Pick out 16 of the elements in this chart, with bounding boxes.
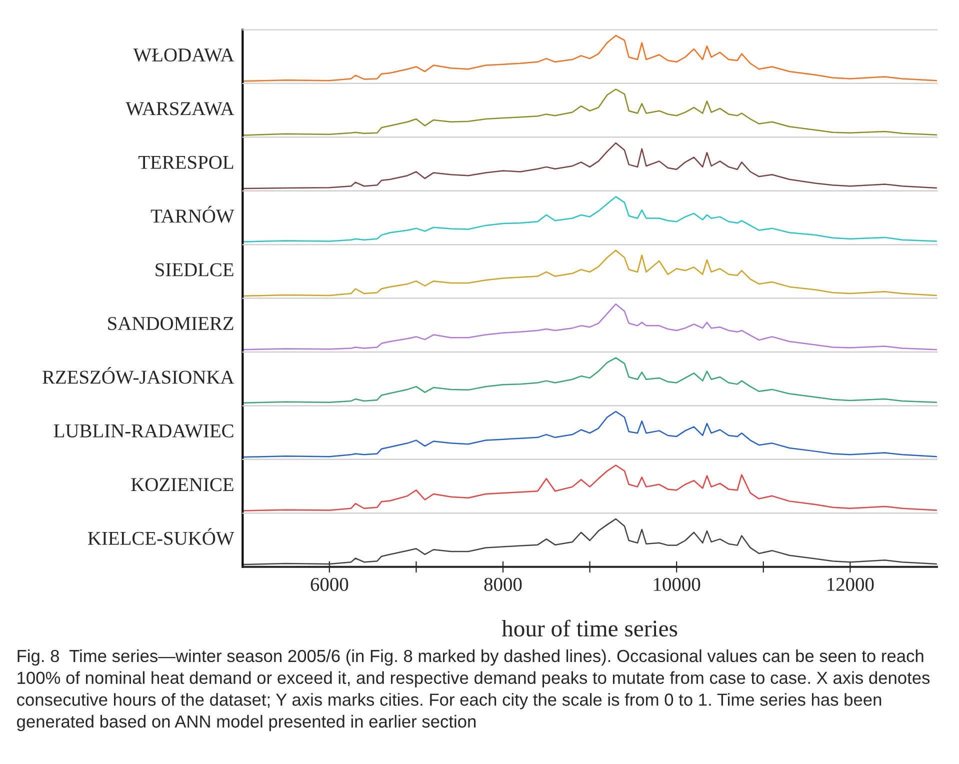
caption: Fig. 8 Time series—winter season 2005/6 (in Fig. 8 marked by dashed lines). Occasional values can be seen to reach 100% of nominal heat demand or exceed it, and respective demand peaks to mutate from case to case. X axis denotes consecutive hours of the dataset; Y axis marks cities. For each city the scale is from 0 to 1. Time series has been generated based on ANN model presented in earlier section <box>17 649 930 732</box>
x-tick-label: 10000 <box>654 578 700 591</box>
x-tick-label: 12000 <box>828 578 874 591</box>
y-axis-title: KIELCE-SUKÓW <box>88 528 234 546</box>
y-axis-title: WŁODAWA <box>133 48 234 62</box>
y-axis-title: SIEDLCE <box>156 263 234 276</box>
x-axis-title: hour of time series <box>502 620 678 637</box>
y-axis-title: RZESZÓW-JASIONKA <box>42 366 234 384</box>
x-tick-label: 6000 <box>310 578 348 591</box>
x-tick-label: 8000 <box>484 578 522 591</box>
y-axis-title: SANDOMIERZ <box>108 316 234 330</box>
y-axis-title: WARSZAWA <box>126 102 234 116</box>
y-axis-title: TARNÓW <box>150 206 234 223</box>
y-axis-title: LUBLIN-RADAWIEC <box>54 424 234 438</box>
y-axis-title: KOZIENICE <box>131 478 234 492</box>
y-axis-title: TERESPOL <box>138 156 234 169</box>
